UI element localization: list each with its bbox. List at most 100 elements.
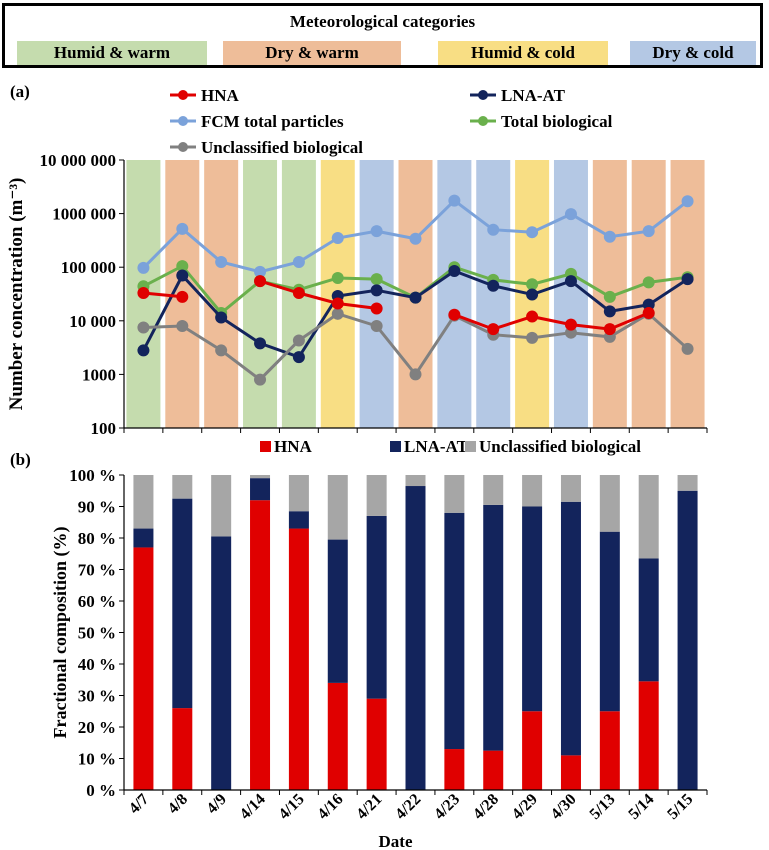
point-hna-5-13 [603, 323, 616, 336]
legend-category-humid-warm: Humid & warm [17, 41, 207, 65]
bar-unclassified-biological-4-21 [366, 475, 387, 516]
point-unclassified-biological-4-9 [215, 344, 228, 357]
point-fcm-total-particles-5-13 [603, 230, 616, 243]
y-tick-label-b: 60 % [78, 592, 116, 611]
point-hna-4-14 [254, 275, 267, 288]
series-line-hna [453, 311, 650, 331]
y-tick-label-b: 20 % [78, 718, 116, 737]
y-tick-label-b: 90 % [78, 498, 116, 517]
legend-swatch-b-lna-at [390, 441, 401, 452]
bar-lna-at-4-21 [366, 515, 387, 699]
point-lna-at-4-29 [526, 288, 539, 301]
legend-category-dry-cold: Dry & cold [630, 41, 756, 65]
bar-hna-4-30 [560, 755, 581, 790]
y-tick-label-b: 100 % [69, 466, 116, 485]
category-band-4-30 [553, 160, 588, 428]
point-hna-4-23 [448, 308, 461, 321]
point-fcm-total-particles-4-16 [331, 232, 344, 245]
bar-lna-at-4-29 [522, 506, 543, 712]
legend-label-fcm-total-particles: FCM total particles [201, 112, 344, 131]
category-band-4-28 [476, 160, 511, 428]
bar-hna-5-14 [638, 681, 659, 790]
point-fcm-total-particles-4-14 [254, 265, 267, 278]
point-lna-at-4-28 [487, 279, 500, 292]
bar-hna-4-7 [133, 547, 154, 790]
x-tick-label-4-8: 4/8 [165, 791, 191, 817]
point-hna-4-28 [487, 323, 500, 336]
legend-category-dry-warm: Dry & warm [223, 41, 401, 65]
point-lna-at-5-13 [603, 305, 616, 318]
point-total-biological-4-29 [526, 278, 539, 291]
point-unclassified-biological-4-14 [254, 373, 267, 386]
x-tick-label-4-22: 4/22 [392, 791, 424, 823]
bar-lna-at-4-7 [133, 528, 154, 548]
y-tick-label-b: 30 % [78, 687, 116, 706]
bar-unclassified-biological-4-30 [560, 475, 581, 502]
x-tick-label-4-9: 4/9 [204, 791, 230, 817]
legend-label-b-hna: HNA [274, 437, 313, 456]
panel-a-label: (a) [10, 82, 30, 101]
x-tick-label-5-15: 5/15 [664, 791, 696, 823]
category-band-4-14 [243, 160, 278, 428]
point-unclassified-biological-4-15 [292, 334, 305, 347]
point-unclassified-biological-5-15 [681, 342, 694, 355]
point-lna-at-4-30 [564, 275, 577, 288]
point-hna-4-15 [292, 287, 305, 300]
legend-label-unclassified-biological: Unclassified biological [201, 138, 363, 157]
bar-lna-at-4-23 [444, 512, 465, 750]
point-total-biological-4-21 [370, 273, 383, 286]
point-unclassified-biological-4-7 [137, 321, 150, 334]
panel-b-label: (b) [10, 450, 31, 469]
point-total-biological-4-16 [331, 271, 344, 284]
legend-marker-fcm-total-particles [178, 116, 188, 126]
point-fcm-total-particles-4-28 [487, 223, 500, 236]
point-total-biological-4-8 [176, 260, 189, 273]
bar-hna-4-15 [288, 528, 309, 790]
series-line-hna [143, 291, 183, 299]
legend-label-lna-at: LNA-AT [501, 86, 566, 105]
point-lna-at-4-22 [409, 291, 422, 304]
bar-unclassified-biological-5-15 [677, 475, 698, 491]
point-fcm-total-particles-5-14 [642, 225, 655, 238]
bar-unclassified-biological-4-7 [133, 475, 154, 529]
point-lna-at-4-21 [370, 284, 383, 297]
legend-marker-lna-at [478, 90, 488, 100]
legend-swatch-b-hna [260, 441, 271, 452]
bar-unclassified-biological-5-13 [599, 475, 620, 532]
legend-marker-unclassified-biological [178, 142, 188, 152]
bar-unclassified-biological-4-29 [522, 475, 543, 507]
bar-lna-at-5-14 [638, 558, 659, 682]
y-tick-label-b: 40 % [78, 655, 116, 674]
y-tick-label-b: 0 % [86, 781, 116, 800]
bar-lna-at-4-30 [560, 501, 581, 756]
x-tick-label-4-15: 4/15 [276, 791, 308, 823]
legend-label-hna: HNA [201, 86, 240, 105]
bar-unclassified-biological-4-15 [288, 475, 309, 512]
bar-hna-4-29 [522, 711, 543, 790]
point-lna-at-4-23 [448, 264, 461, 277]
y-tick-label-a: 10 000 [69, 312, 116, 331]
legend-title: Meteorological categories [289, 12, 476, 31]
bar-unclassified-biological-4-23 [444, 475, 465, 513]
point-fcm-total-particles-4-15 [292, 256, 305, 269]
bar-hna-4-16 [327, 682, 348, 790]
point-lna-at-4-9 [215, 311, 228, 324]
x-tick-label-4-16: 4/16 [314, 791, 346, 823]
bar-lna-at-4-28 [483, 504, 504, 751]
point-unclassified-biological-4-8 [176, 319, 189, 332]
bar-unclassified-biological-4-22 [405, 475, 426, 487]
point-total-biological-5-14 [642, 276, 655, 289]
bar-unclassified-biological-4-8 [172, 475, 193, 499]
point-hna-5-14 [642, 306, 655, 319]
bar-unclassified-biological-4-16 [327, 475, 348, 540]
x-tick-label-4-14: 4/14 [237, 791, 269, 823]
y-tick-label-a: 1000 [82, 365, 116, 384]
bar-hna-5-13 [599, 711, 620, 790]
point-hna-4-16 [331, 297, 344, 310]
point-fcm-total-particles-4-7 [137, 261, 150, 274]
bar-lna-at-5-13 [599, 531, 620, 712]
bar-lna-at-5-15 [677, 490, 698, 790]
point-fcm-total-particles-4-9 [215, 256, 228, 269]
bar-unclassified-biological-4-9 [211, 475, 232, 537]
